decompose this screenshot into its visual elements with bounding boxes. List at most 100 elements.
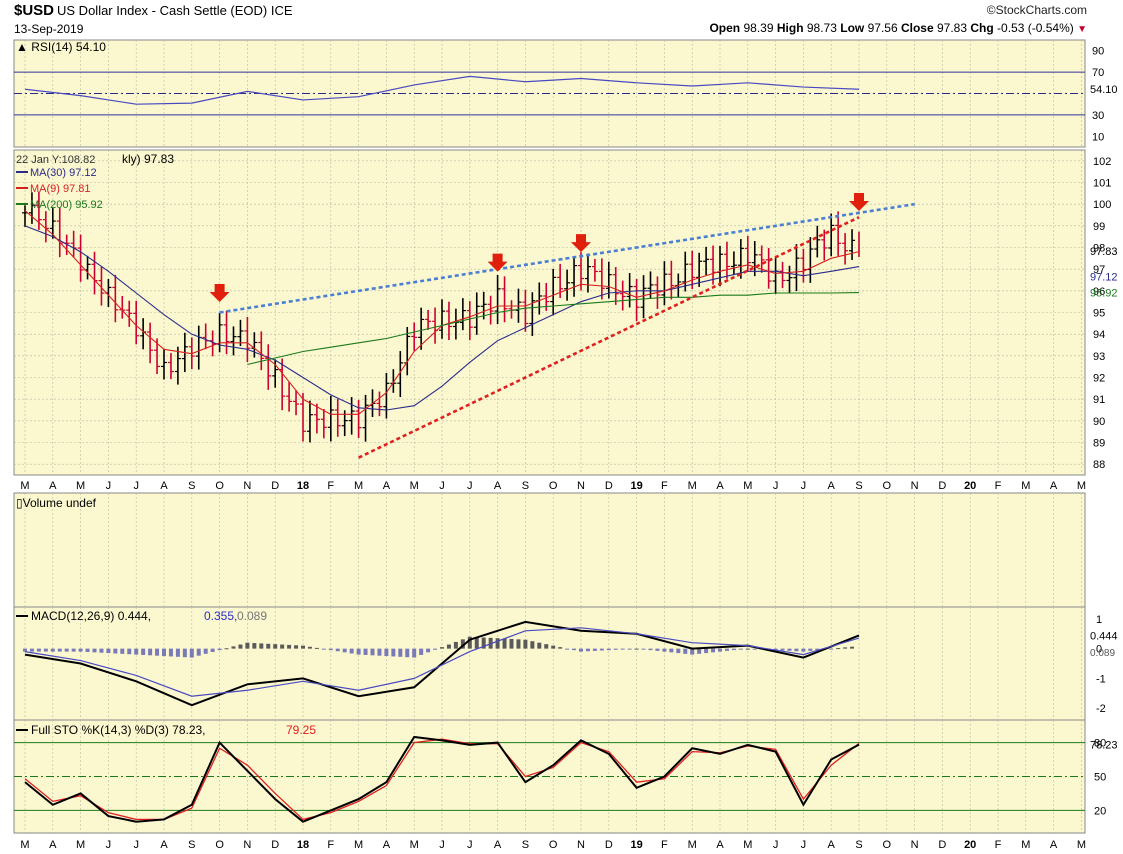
macd-histogram-bar	[627, 648, 632, 650]
month-tick-label: M	[688, 480, 697, 492]
brand-label[interactable]: ©StockCharts.com	[986, 3, 1087, 17]
macd-histogram-bar	[78, 648, 83, 652]
month-tick-label: F	[327, 480, 334, 492]
macd-tick-label: 1	[1096, 614, 1102, 626]
macd-histogram-bar	[648, 648, 653, 651]
price-tick-label: 96	[1093, 286, 1105, 298]
month-tick-label: 20	[964, 480, 976, 492]
macd-histogram-bar	[113, 648, 118, 654]
price-tick-label: 92	[1093, 373, 1105, 385]
month-tick-label: M	[354, 839, 363, 851]
month-tick-label: 18	[297, 839, 309, 851]
month-tick-label: M	[76, 839, 85, 851]
month-tick-label: F	[661, 480, 668, 492]
sto-last-label: 78.23	[1090, 740, 1118, 752]
macd-histogram-bar	[301, 645, 305, 649]
macd-histogram-bar	[495, 638, 500, 649]
macd-histogram-bar	[558, 647, 563, 649]
macd-histogram-bar	[252, 643, 257, 649]
arrow-down-icon	[571, 234, 591, 253]
macd-histogram-bar	[620, 648, 625, 650]
month-tick-label: O	[215, 480, 224, 492]
macd-histogram-bar	[127, 648, 132, 655]
month-tick-label: O	[883, 839, 892, 851]
macd-histogram-bar	[738, 648, 743, 650]
macd-histogram-bar	[405, 648, 410, 658]
macd-histogram-bar	[148, 648, 153, 656]
month-tick-label: D	[605, 839, 613, 851]
month-tick-label: D	[271, 480, 279, 492]
month-tick-label: 19	[630, 480, 642, 492]
macd-histogram-bar	[773, 648, 778, 651]
macd-histogram-bar	[641, 648, 646, 650]
price-tick-label: 94	[1093, 329, 1105, 341]
macd-tick-label: -1	[1096, 673, 1106, 685]
symbol-description: US Dollar Index - Cash Settle (EOD) ICE	[57, 3, 293, 18]
macd-histogram-bar	[64, 648, 69, 652]
price-tick-label: 102	[1093, 156, 1111, 168]
rsi-title: ▲ RSI(14) 54.10	[16, 40, 106, 54]
axis-layer: M A M J J A S O N D 18 F M A M J J A S O N D 19 F M A M J J A S O N D 20 F M…	[14, 476, 1086, 851]
macd-histogram-bar	[287, 644, 292, 649]
macd-histogram-bar	[787, 648, 792, 651]
price-tick-label: 101	[1093, 178, 1111, 190]
high-label: High	[776, 21, 804, 35]
month-tick-label: N	[911, 480, 919, 492]
macd-histogram-bar	[502, 638, 507, 649]
open-value: 98.39	[743, 21, 774, 35]
macd-histogram-bar	[196, 648, 201, 656]
macd-histogram-bar	[579, 648, 583, 652]
month-tick-label: N	[577, 480, 585, 492]
macd-last-label: 0.444	[1090, 630, 1118, 642]
rsi-tick-label: 30	[1092, 110, 1104, 122]
month-tick-label: J	[133, 480, 139, 492]
rsi-panel	[14, 71, 1085, 116]
month-tick-label: S	[522, 839, 529, 851]
month-tick-label: J	[439, 480, 445, 492]
ma30-last-label: 97.12	[1090, 272, 1118, 284]
price-tick-label: 88	[1093, 459, 1105, 471]
month-tick-label: M	[354, 480, 363, 492]
open-label: Open	[709, 21, 741, 35]
macd-histogram-bar	[259, 643, 264, 649]
rsi-last-label: 54.10	[1090, 84, 1118, 96]
macd-histogram-bar	[363, 648, 368, 655]
macd-histogram-bar	[662, 648, 667, 652]
macd-histogram-bar	[43, 648, 48, 652]
macd-histogram-bar	[655, 648, 660, 651]
macd-histogram-bar	[294, 645, 299, 649]
macd-histogram-bar	[669, 648, 674, 653]
macd-histogram-bar	[391, 648, 396, 657]
month-tick-label: J	[439, 839, 445, 851]
chart-title: $USD US Dollar Index - Cash Settle (EOD) …	[14, 2, 293, 19]
month-tick-label: M	[20, 839, 29, 851]
month-tick-label: S	[188, 839, 195, 851]
macd-histogram-bar	[808, 648, 813, 651]
month-tick-label: D	[938, 839, 946, 851]
macd-histogram-bar	[162, 648, 166, 657]
macd-histogram-bar	[321, 648, 326, 650]
sto-panel	[14, 735, 1085, 823]
macd-histogram-bar	[57, 648, 62, 652]
month-tick-label: A	[828, 839, 836, 851]
macd-histogram-bar	[801, 648, 806, 652]
macd-histogram-bar	[29, 648, 34, 652]
arrow-down-icon	[487, 253, 508, 272]
ma-legend-label: MA(9) 97.81	[30, 183, 91, 195]
macd-histogram-bar	[829, 648, 834, 650]
macd-histogram-bar	[724, 648, 729, 651]
sto-k-line	[24, 735, 860, 823]
vol-panel-bg	[13, 492, 1086, 608]
macd-histogram-bar	[718, 648, 722, 652]
month-tick-label: S	[522, 480, 529, 492]
month-tick-label: O	[549, 839, 558, 851]
chart-date: 13-Sep-2019	[14, 22, 84, 36]
macd-histogram-bar	[453, 641, 458, 649]
arrow-down-icon	[209, 284, 230, 302]
macd-histogram-bar	[182, 648, 187, 658]
close-label: Close	[900, 21, 934, 35]
macd-histogram-bar	[572, 648, 577, 651]
month-tick-label: J	[801, 480, 807, 492]
month-tick-label: A	[160, 480, 168, 492]
